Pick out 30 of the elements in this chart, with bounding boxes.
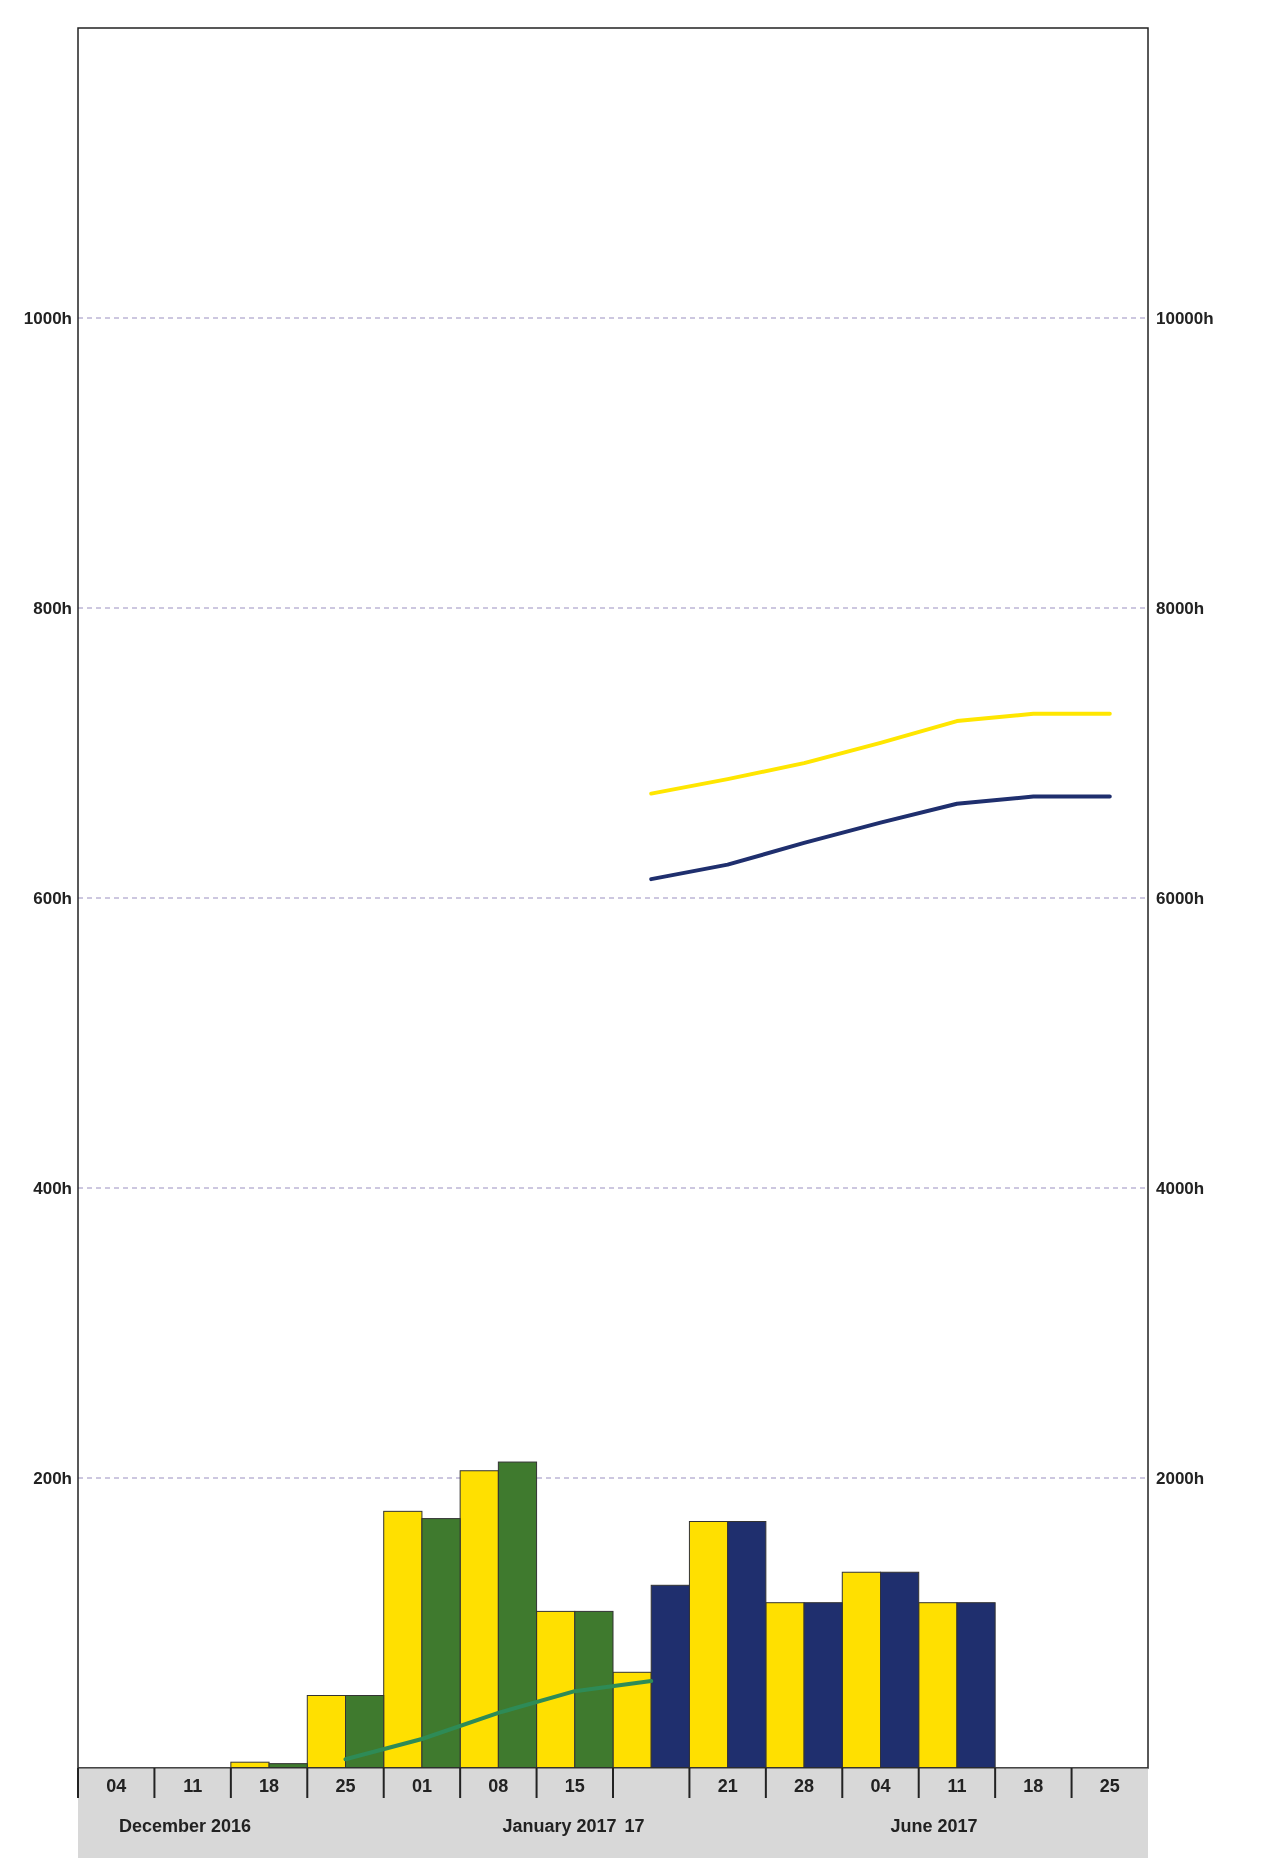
y-tick-label: 800h (33, 599, 72, 618)
y2-tick-label: 4000h (1156, 1179, 1205, 1198)
text: January 2017 (502, 1816, 617, 1836)
x-tick-label: 04 (106, 1776, 127, 1796)
y2-tick-label: 6000h (1156, 889, 1205, 908)
line-series (343, 1679, 654, 1762)
y-tick-label: 1000h (23, 309, 72, 328)
text: December 2016 (118, 1816, 252, 1836)
x-tick-label: 25 (1099, 1776, 1120, 1796)
line-series (649, 711, 1112, 796)
x-tick-label: 25 (335, 1776, 356, 1796)
x-tick-label: 11 (947, 1776, 967, 1796)
x-tick-label: 28 (794, 1776, 815, 1796)
x-tick-label: 08 (488, 1776, 509, 1796)
y2-tick-label: 10000h (1156, 309, 1214, 328)
y2-tick-label: 8000h (1156, 599, 1205, 618)
line-series (649, 794, 1112, 882)
y-tick-label: 600h (33, 889, 72, 908)
x-tick-label: 18 (259, 1776, 280, 1796)
y-tick-label: 200h (33, 1469, 72, 1488)
x-tick-label: 18 (1023, 1776, 1044, 1796)
x-tick-label: 04 (870, 1776, 891, 1796)
y-tick-label: 400h (33, 1179, 72, 1198)
text: 17 (624, 1816, 645, 1836)
y2-tick-label: 2000h (1156, 1469, 1205, 1488)
text: June 2017 (890, 1816, 978, 1836)
x-tick-label: 15 (564, 1776, 585, 1796)
x-tick-label: 11 (183, 1776, 203, 1796)
x-tick-label: 21 (717, 1776, 738, 1796)
x-tick-label: 01 (411, 1776, 432, 1796)
